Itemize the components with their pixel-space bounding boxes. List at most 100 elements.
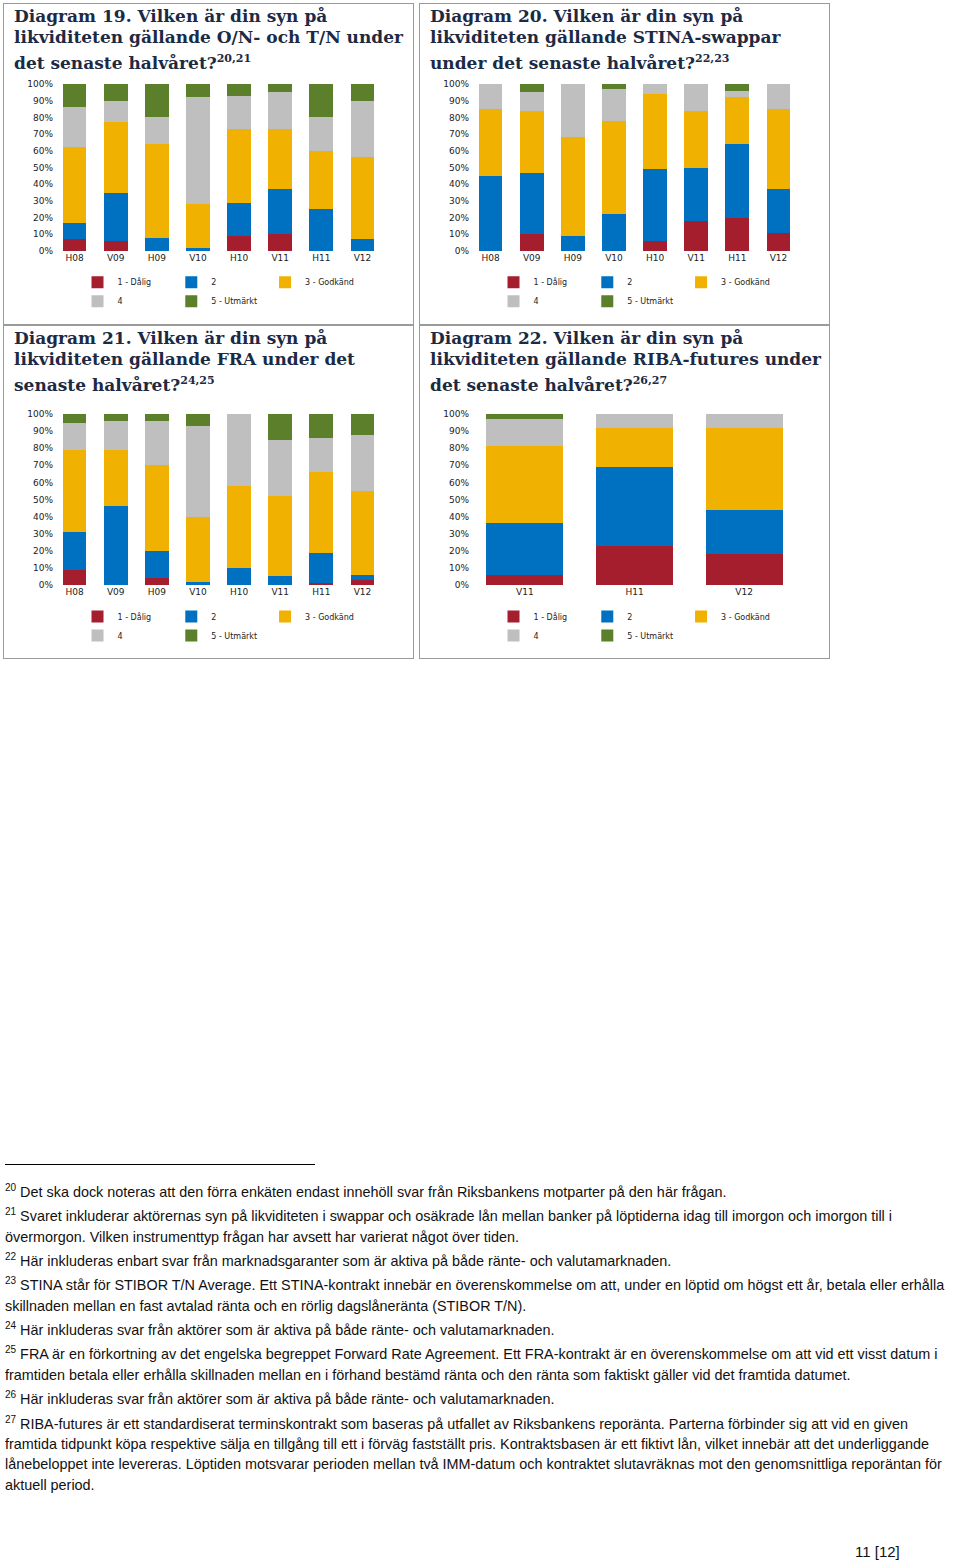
svg-text:40%: 40% xyxy=(449,512,469,522)
svg-text:3 - Godkänd: 3 - Godkänd xyxy=(721,613,770,622)
svg-text:V12: V12 xyxy=(770,253,788,263)
svg-text:H08: H08 xyxy=(481,253,499,263)
svg-text:V11: V11 xyxy=(271,253,289,263)
svg-text:0%: 0% xyxy=(39,580,54,590)
svg-text:10%: 10% xyxy=(449,563,469,573)
svg-text:30%: 30% xyxy=(33,196,53,206)
svg-text:H11: H11 xyxy=(728,253,746,263)
svg-text:H09: H09 xyxy=(148,253,166,263)
svg-text:0%: 0% xyxy=(455,246,470,256)
svg-text:3 - Godkänd: 3 - Godkänd xyxy=(305,613,354,622)
svg-text:1 - Dålig: 1 - Dålig xyxy=(534,612,568,622)
svg-text:2: 2 xyxy=(211,613,216,622)
svg-text:H10: H10 xyxy=(230,587,248,597)
svg-text:5 - Utmärkt: 5 - Utmärkt xyxy=(627,297,673,306)
svg-text:H11: H11 xyxy=(312,253,330,263)
svg-text:4: 4 xyxy=(534,297,539,306)
svg-text:50%: 50% xyxy=(33,163,53,173)
svg-text:90%: 90% xyxy=(449,96,469,106)
svg-text:2: 2 xyxy=(211,278,216,287)
svg-text:80%: 80% xyxy=(449,113,469,123)
html-text:27RIBA-futures är ett standard: 27RIBA-futures är ett standardiserat ter… xyxy=(5,1413,942,1493)
svg-text:70%: 70% xyxy=(449,460,469,470)
svg-text:80%: 80% xyxy=(449,443,469,453)
svg-text:10%: 10% xyxy=(449,229,469,239)
svg-text:90%: 90% xyxy=(33,96,53,106)
svg-text:30%: 30% xyxy=(449,529,469,539)
html-text:21Svaret inkluderar aktörernas: 21Svaret inkluderar aktörernas syn på li… xyxy=(5,1206,892,1245)
html-text:Diagram 20. Vilken är din syn: Diagram 20. Vilken är din syn på likvidi… xyxy=(430,6,781,73)
svg-text:V10: V10 xyxy=(189,253,207,263)
html-text:Diagram 19. Vilken är din syn: Diagram 19. Vilken är din syn på likvidi… xyxy=(14,6,403,73)
svg-text:V10: V10 xyxy=(605,253,623,263)
svg-text:50%: 50% xyxy=(449,495,469,505)
svg-text:1 - Dålig: 1 - Dålig xyxy=(118,612,152,622)
svg-text:H09: H09 xyxy=(148,587,166,597)
svg-text:90%: 90% xyxy=(449,426,469,436)
svg-text:90%: 90% xyxy=(33,426,53,436)
svg-text:10%: 10% xyxy=(33,563,53,573)
svg-text:40%: 40% xyxy=(33,512,53,522)
svg-text:2: 2 xyxy=(627,278,632,287)
svg-text:40%: 40% xyxy=(33,179,53,189)
svg-text:V11: V11 xyxy=(516,587,534,597)
svg-text:V11: V11 xyxy=(271,587,289,597)
svg-text:30%: 30% xyxy=(449,196,469,206)
svg-text:V12: V12 xyxy=(354,253,372,263)
svg-text:20%: 20% xyxy=(33,213,53,223)
svg-text:80%: 80% xyxy=(33,113,53,123)
svg-text:100%: 100% xyxy=(443,79,469,89)
svg-text:3 - Godkänd: 3 - Godkänd xyxy=(721,278,770,287)
svg-text:V11: V11 xyxy=(687,253,705,263)
svg-text:100%: 100% xyxy=(443,409,469,419)
svg-text:40%: 40% xyxy=(449,179,469,189)
svg-text:20%: 20% xyxy=(33,546,53,556)
svg-text:1 - Dålig: 1 - Dålig xyxy=(118,277,152,287)
svg-text:V09: V09 xyxy=(523,253,541,263)
svg-text:100%: 100% xyxy=(27,79,53,89)
svg-text:H10: H10 xyxy=(646,253,664,263)
svg-text:H08: H08 xyxy=(65,253,83,263)
svg-text:60%: 60% xyxy=(33,478,53,488)
svg-text:20%: 20% xyxy=(449,546,469,556)
svg-text:0%: 0% xyxy=(39,246,54,256)
svg-text:3 - Godkänd: 3 - Godkänd xyxy=(305,278,354,287)
svg-text:10%: 10% xyxy=(33,229,53,239)
svg-text:2: 2 xyxy=(627,613,632,622)
svg-text:H11: H11 xyxy=(312,587,330,597)
svg-text:V09: V09 xyxy=(107,587,125,597)
svg-text:60%: 60% xyxy=(449,478,469,488)
svg-text:V10: V10 xyxy=(189,587,207,597)
html-text:25FRA är en förkortning av det: 25FRA är en förkortning av det engelska … xyxy=(5,1344,938,1383)
svg-text:60%: 60% xyxy=(33,146,53,156)
svg-text:5 - Utmärkt: 5 - Utmärkt xyxy=(627,632,673,641)
svg-text:70%: 70% xyxy=(33,460,53,470)
svg-text:5 - Utmärkt: 5 - Utmärkt xyxy=(211,632,257,641)
svg-text:60%: 60% xyxy=(449,146,469,156)
svg-text:4: 4 xyxy=(534,632,539,641)
svg-text:0%: 0% xyxy=(455,580,470,590)
svg-text:50%: 50% xyxy=(33,495,53,505)
svg-text:100%: 100% xyxy=(27,409,53,419)
svg-text:H09: H09 xyxy=(564,253,582,263)
html-text:Diagram 22. Vilken är din syn: Diagram 22. Vilken är din syn på likvidi… xyxy=(430,328,821,395)
svg-text:4: 4 xyxy=(118,632,123,641)
svg-text:20%: 20% xyxy=(449,213,469,223)
svg-text:50%: 50% xyxy=(449,163,469,173)
svg-text:70%: 70% xyxy=(449,129,469,139)
svg-text:H08: H08 xyxy=(65,587,83,597)
html-text:26Här inkluderas svar från akt: 26Här inkluderas svar från aktörer som ä… xyxy=(5,1389,555,1408)
svg-text:V12: V12 xyxy=(735,587,753,597)
svg-text:V12: V12 xyxy=(354,587,372,597)
svg-text:H10: H10 xyxy=(230,253,248,263)
svg-text:4: 4 xyxy=(118,297,123,306)
html-text:Diagram 21. Vilken är din syn: Diagram 21. Vilken är din syn på likvidi… xyxy=(14,328,355,395)
svg-text:70%: 70% xyxy=(33,129,53,139)
svg-text:30%: 30% xyxy=(33,529,53,539)
svg-text:V09: V09 xyxy=(107,253,125,263)
html-text:23STINA står för STIBOR T/N Av: 23STINA står för STIBOR T/N Average. Ett… xyxy=(5,1275,945,1314)
svg-text:5 - Utmärkt: 5 - Utmärkt xyxy=(211,297,257,306)
svg-text:1 - Dålig: 1 - Dålig xyxy=(534,277,568,287)
svg-text:80%: 80% xyxy=(33,443,53,453)
svg-text:H11: H11 xyxy=(625,587,643,597)
